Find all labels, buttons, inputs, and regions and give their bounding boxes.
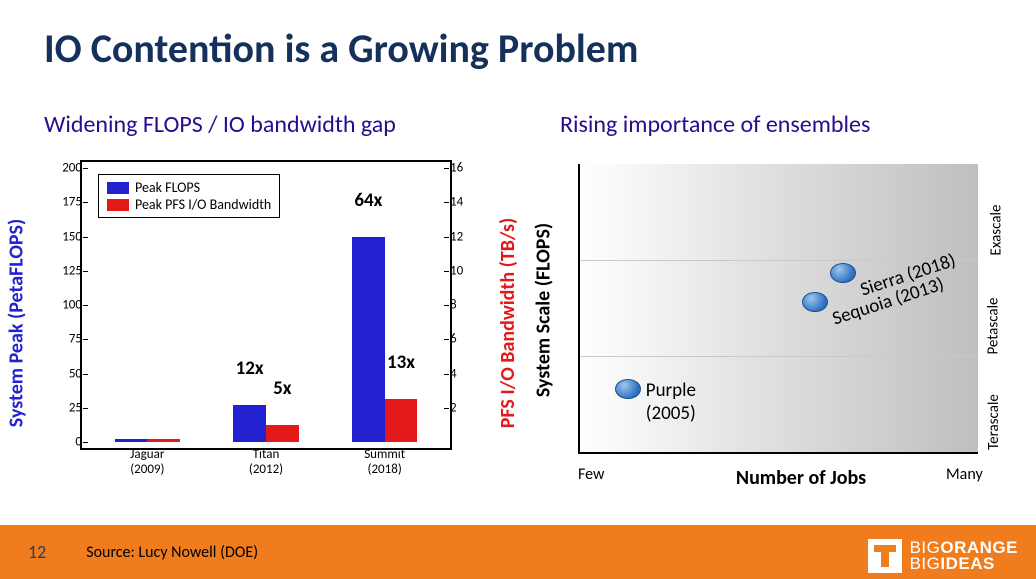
y-tick-left: 25 xyxy=(69,400,82,415)
y-tick-right: 6 xyxy=(450,332,457,347)
x-tick-few: Few xyxy=(578,465,604,484)
subtitle-left: Widening FLOPS / IO bandwidth gap xyxy=(44,110,396,139)
legend-item: Peak FLOPS xyxy=(107,179,271,196)
bar-value-label: 5x xyxy=(273,377,291,400)
y-tick-right: 2 xyxy=(450,400,457,415)
subtitle-right: Rising importance of ensembles xyxy=(560,110,870,139)
y-tick-right: 12 xyxy=(450,229,463,244)
brand-text: BIGORANGE BIGIDEAS xyxy=(910,540,1018,572)
y-axis-label: System Scale (FLOPS) xyxy=(531,223,555,397)
y-tick-right: 16 xyxy=(450,161,463,176)
bar-value-label: 64x xyxy=(354,189,382,212)
bar-chart: System Peak (PetaFLOPS) PFS I/O Bandwidt… xyxy=(6,148,518,498)
x-tick-many: Many xyxy=(946,465,983,484)
x-tick-label: Titan(2012) xyxy=(249,448,283,478)
bar xyxy=(147,439,180,442)
plot-background xyxy=(580,164,978,452)
legend-swatch xyxy=(107,199,129,211)
brand-logo: BIGORANGE BIGIDEAS xyxy=(868,539,1018,573)
legend-item: Peak PFS I/O Bandwidth xyxy=(107,196,271,213)
y-tick-right: 8 xyxy=(450,298,457,313)
bar xyxy=(266,425,299,442)
page-title: IO Contention is a Growing Problem xyxy=(44,24,638,73)
y-category-label: Terascale xyxy=(985,394,1003,450)
y-tick-left: 50 xyxy=(69,366,82,381)
bar xyxy=(352,237,385,443)
y-tick-left: 0 xyxy=(75,435,82,450)
y-tick-right: 14 xyxy=(450,195,463,210)
scatter-chart: System Scale (FLOPS) TerascalePetascaleE… xyxy=(526,158,1026,488)
data-point xyxy=(615,379,641,399)
y-tick-left: 175 xyxy=(62,195,82,210)
plot-box: 0255075100125150175200246810121416Jaguar… xyxy=(80,160,452,450)
y-category-label: Petascale xyxy=(984,297,1002,354)
y-tick-left: 150 xyxy=(62,229,82,244)
legend-swatch xyxy=(107,182,129,194)
x-tick-label: Jaguar(2009) xyxy=(130,448,164,478)
bar-value-label: 12x xyxy=(236,357,264,380)
legend: Peak FLOPSPeak PFS I/O Bandwidth xyxy=(98,174,280,218)
x-axis-label: Number of Jobs xyxy=(736,466,866,490)
y-tick-left: 200 xyxy=(62,161,82,176)
footer-bar: 12 Source: Lucy Nowell (DOE) BIGORANGE B… xyxy=(0,525,1036,579)
legend-label: Peak PFS I/O Bandwidth xyxy=(135,196,271,213)
x-tick-label: Summit(2018) xyxy=(364,448,405,478)
y-axis-left-label: System Peak (PetaFLOPS) xyxy=(4,219,28,427)
brand-t-icon xyxy=(868,539,902,573)
y-tick-left: 75 xyxy=(69,332,82,347)
y-tick-right: 10 xyxy=(450,263,463,278)
bar xyxy=(115,439,148,442)
plot-area: TerascalePetascaleExascalePurple(2005)Se… xyxy=(578,164,978,454)
y-tick-left: 100 xyxy=(62,298,82,313)
data-point xyxy=(830,263,856,283)
y-tick-right: 4 xyxy=(450,366,457,381)
page-number: 12 xyxy=(28,541,46,563)
point-annotation: Purple(2005) xyxy=(646,379,696,425)
y-tick-left: 125 xyxy=(62,263,82,278)
slide: IO Contention is a Growing Problem Widen… xyxy=(0,0,1036,579)
grid-line xyxy=(580,356,978,357)
y-category-label: Exascale xyxy=(988,205,1006,256)
source-text: Source: Lucy Nowell (DOE) xyxy=(86,543,258,562)
bar xyxy=(233,405,266,442)
y-axis-right-label: PFS I/O Bandwidth (TB/s) xyxy=(495,218,519,428)
bar-value-label: 13x xyxy=(387,351,415,374)
data-point xyxy=(802,292,828,312)
bar xyxy=(385,399,418,442)
legend-label: Peak FLOPS xyxy=(135,179,200,196)
